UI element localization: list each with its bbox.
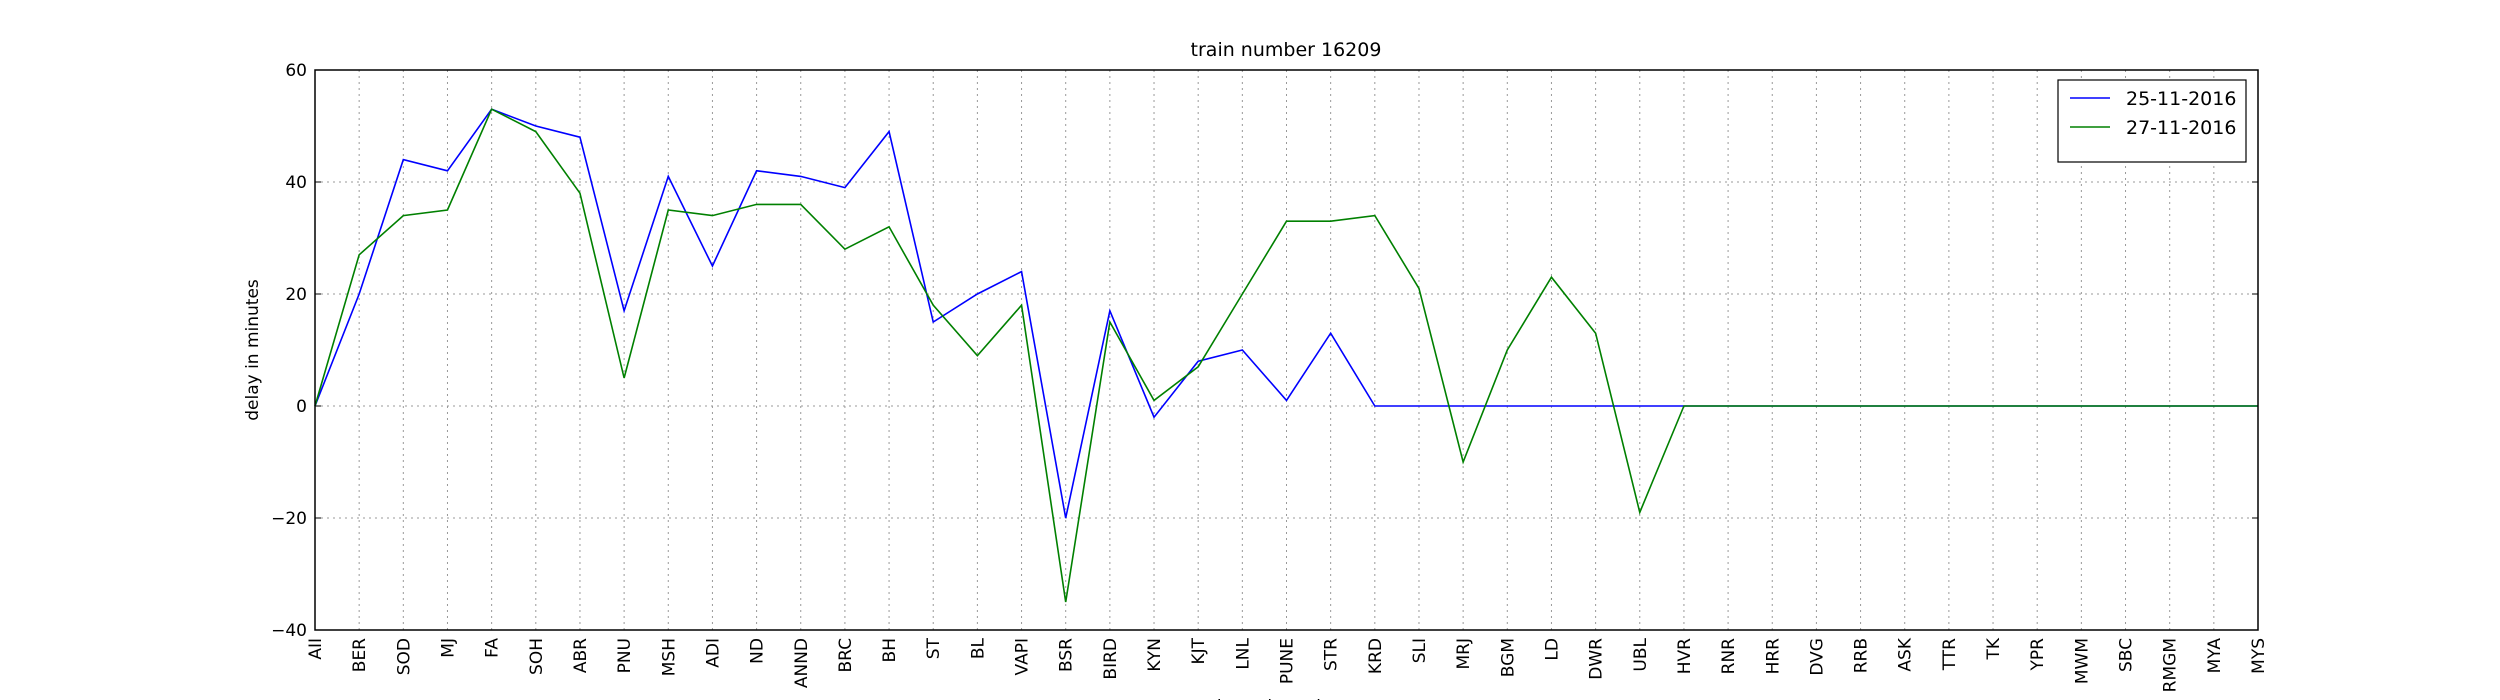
- x-tick-label: TTR: [1940, 638, 1960, 671]
- x-tick-label: ANND: [792, 638, 812, 688]
- x-tick-label: HVR: [1675, 638, 1695, 674]
- y-tick-label: 60: [285, 61, 307, 81]
- x-tick-label: BH: [880, 638, 900, 662]
- x-tick-label: BSR: [1057, 638, 1077, 672]
- x-tick-label: VAPI: [1013, 638, 1033, 675]
- x-tick-label: KYN: [1145, 638, 1165, 672]
- y-tick-label: −40: [271, 621, 307, 641]
- x-tick-label: PNU: [615, 638, 635, 673]
- x-tick-label: UBL: [1631, 637, 1651, 671]
- x-tick-label: LNL: [1233, 637, 1253, 669]
- x-tick-label: ADI: [703, 638, 723, 668]
- x-tick-label: YPR: [2028, 638, 2048, 672]
- x-tick-label: DWR: [1587, 638, 1607, 680]
- x-tick-label: SLI: [1410, 638, 1430, 663]
- y-tick-label: 0: [296, 397, 307, 417]
- x-tick-label: LD: [1542, 638, 1562, 661]
- legend-label: 25-11-2016: [2126, 88, 2236, 110]
- legend-box: [2057, 79, 2247, 163]
- x-tick-label: MSH: [659, 638, 679, 676]
- x-tick-label: BIRD: [1101, 638, 1121, 680]
- x-tick-label: SOD: [394, 638, 414, 675]
- x-tick-label: BL: [968, 637, 988, 659]
- plot-frame: [314, 69, 2259, 631]
- legend-label: 27-11-2016: [2126, 117, 2236, 139]
- x-tick-label: ST: [924, 637, 944, 659]
- x-tick-label: MRJ: [1454, 638, 1474, 670]
- x-tick-label: MYA: [2205, 638, 2225, 674]
- x-tick-label: ND: [748, 638, 768, 664]
- x-tick-label: PUNE: [1278, 638, 1298, 684]
- x-tick-label: ABR: [571, 638, 591, 673]
- x-tick-label: MJ: [438, 638, 458, 658]
- x-tick-label: MWM: [2072, 638, 2092, 684]
- x-tick-label: ASK: [1896, 637, 1916, 671]
- chart-title: train number 16209: [1191, 39, 1382, 61]
- x-tick-label: BGM: [1498, 638, 1518, 677]
- y-tick-label: −20: [271, 509, 307, 529]
- x-tick-label: MYS: [2249, 638, 2269, 674]
- line-series: [314, 108, 2258, 603]
- x-tick-label: AII: [306, 638, 326, 660]
- y-axis-label: delay in minutes: [243, 279, 263, 421]
- x-tick-label: SOH: [527, 638, 547, 675]
- x-tick-label: SBC: [2117, 638, 2137, 672]
- x-tick-label: HRR: [1763, 638, 1783, 675]
- x-tick-label: RMGM: [2161, 638, 2181, 692]
- x-tick-label: TK: [1984, 637, 2004, 660]
- y-tick-label: 20: [285, 285, 307, 305]
- x-tick-label: STR: [1322, 638, 1342, 671]
- x-tick-label: RRB: [1852, 638, 1872, 673]
- x-tick-label: DVG: [1807, 638, 1827, 676]
- x-tick-label: RNR: [1719, 638, 1739, 675]
- x-tick-label: FA: [483, 638, 503, 658]
- x-axis-label: stations along the route: [1184, 697, 1388, 700]
- x-tick-label: KRD: [1366, 638, 1386, 674]
- line-series: [314, 108, 2258, 519]
- y-tick-label: 40: [285, 173, 307, 193]
- x-tick-label: KJT: [1189, 637, 1209, 664]
- x-tick-label: BRC: [836, 638, 856, 673]
- x-tick-label: BER: [350, 638, 370, 672]
